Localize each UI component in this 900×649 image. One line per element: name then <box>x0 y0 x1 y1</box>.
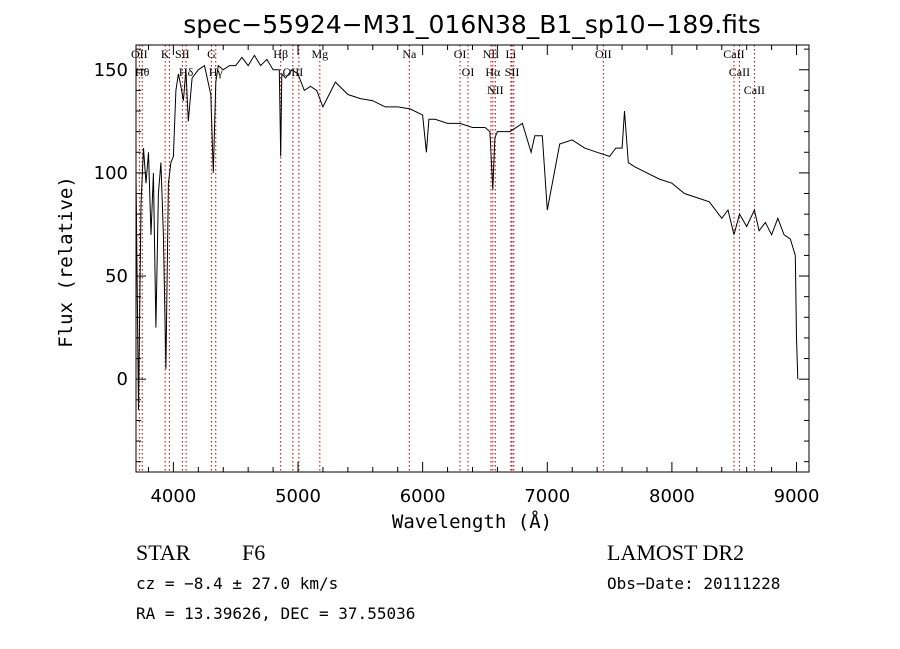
line-label: OII <box>595 47 612 61</box>
line-label: Na <box>402 47 417 61</box>
line-label: CaII <box>723 47 744 61</box>
line-label: Mg <box>311 47 328 61</box>
x-tick-label: 6000 <box>400 486 446 507</box>
survey-name: LAMOST DR2 <box>607 540 744 565</box>
y-tick-label: 50 <box>105 266 128 287</box>
x-tick-label: 4000 <box>150 486 196 507</box>
spectrum-series <box>135 54 799 411</box>
plot-frame <box>135 44 810 473</box>
line-label: Hθ <box>135 65 150 79</box>
axis-ticks: 4000 5000 6000 7000 8000 9000 0 50 100 150 <box>94 45 820 507</box>
object-subclass: F6 <box>242 540 265 565</box>
line-label: OI <box>462 65 475 79</box>
x-tick-label: 7000 <box>524 486 570 507</box>
line-label: NII <box>483 47 500 61</box>
line-label: CaII <box>744 83 765 97</box>
y-tick-label: 0 <box>117 369 128 390</box>
line-label: Hβ <box>273 47 288 61</box>
obs-date: Obs−Date: 20111228 <box>607 574 780 593</box>
line-label: OIII <box>283 65 304 79</box>
object-class: STAR <box>136 540 191 565</box>
line-label: SII <box>175 47 190 61</box>
line-label: Hγ <box>209 65 224 79</box>
x-tick-label: 8000 <box>649 486 695 507</box>
chart-title: spec−55924−M31_016N38_B1_sp10−189.fits <box>183 10 761 39</box>
line-label: CaII <box>729 65 750 79</box>
reference-lines <box>138 45 755 472</box>
y-tick-label: 150 <box>94 60 128 81</box>
line-label: OI <box>454 47 467 61</box>
y-axis-label: Flux (relative) <box>55 176 77 348</box>
spectrum-line <box>135 54 799 411</box>
line-label: G <box>207 47 216 61</box>
coordinates-readout: RA = 13.39626, DEC = 37.55036 <box>136 604 415 623</box>
line-label: SII <box>505 65 520 79</box>
line-label: Li <box>506 47 517 61</box>
x-axis-label: Wavelength (Å) <box>392 510 552 533</box>
line-label: OII <box>131 47 148 61</box>
line-label: Hα <box>485 65 501 79</box>
x-tick-label: 9000 <box>774 486 820 507</box>
redshift-readout: cz = −8.4 ± 27.0 km/s <box>136 574 338 593</box>
line-label: NII <box>487 83 504 97</box>
y-tick-label: 100 <box>94 163 128 184</box>
line-label: K <box>161 47 170 61</box>
x-tick-label: 5000 <box>275 486 321 507</box>
